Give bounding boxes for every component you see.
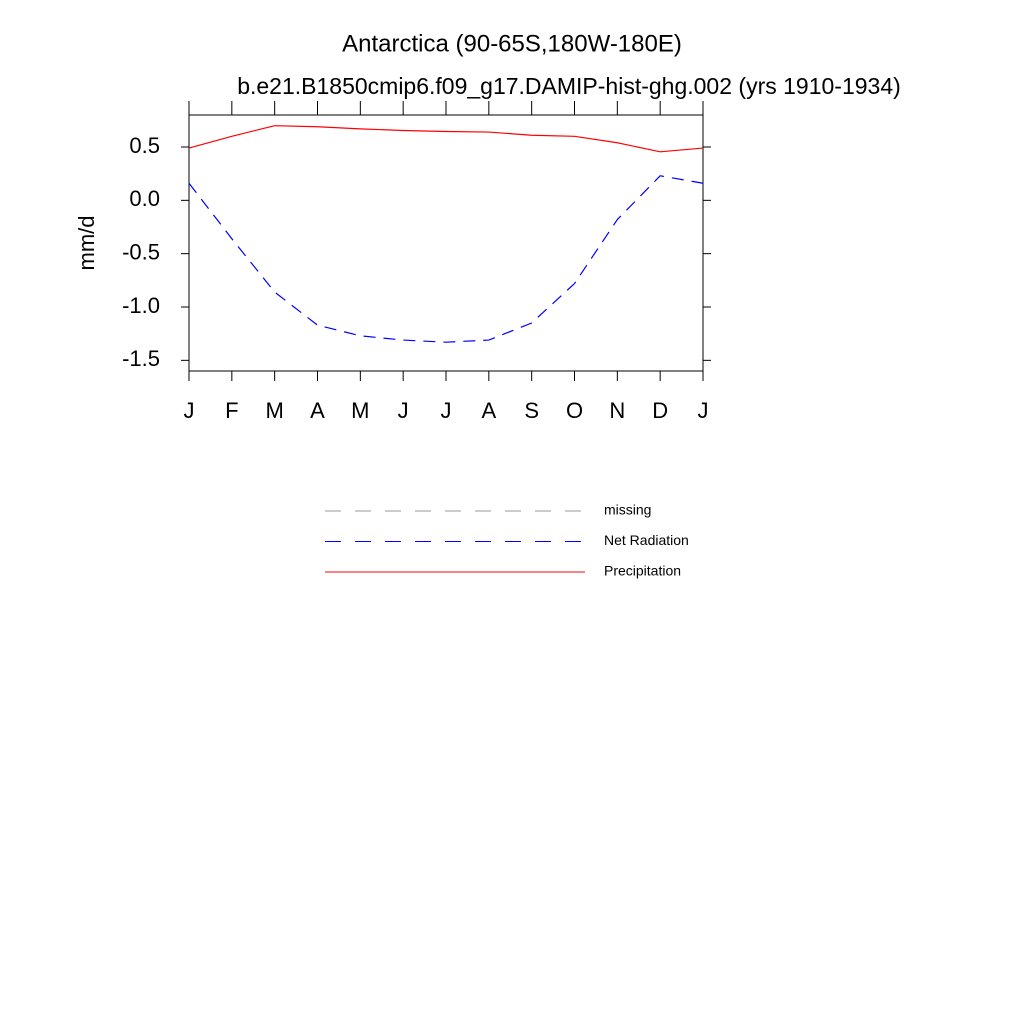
chart-title: Antarctica (90-65S,180W-180E) <box>342 30 682 57</box>
y-tick-label: 0.5 <box>129 133 160 158</box>
x-tick-label: S <box>524 398 539 423</box>
x-tick-label: A <box>310 398 325 423</box>
y-tick-label: -0.5 <box>122 239 160 264</box>
x-tick-label: J <box>398 398 409 423</box>
plot-frame <box>188 114 704 372</box>
x-tick-label: F <box>225 398 238 423</box>
y-tick-label: -1.0 <box>122 293 160 318</box>
series-line <box>188 125 704 153</box>
x-tick-label: M <box>266 398 284 423</box>
x-tick-label: J <box>698 398 709 423</box>
chart-subtitle: b.e21.B1850cmip6.f09_g17.DAMIP-hist-ghg.… <box>237 73 901 99</box>
x-tick-label: O <box>566 398 583 423</box>
legend-label: Net Radiation <box>604 532 689 548</box>
x-tick-label: J <box>441 398 452 423</box>
x-tick-label: D <box>652 398 668 423</box>
x-tick-label: M <box>351 398 369 423</box>
x-tick-label: N <box>609 398 625 423</box>
x-tick-label: J <box>184 398 195 423</box>
legend-label: missing <box>604 502 651 518</box>
y-axis-label: mm/d <box>74 216 99 271</box>
y-tick-label: 0.0 <box>129 186 160 211</box>
legend-label: Precipitation <box>604 563 681 579</box>
y-tick-label: -1.5 <box>122 346 160 371</box>
x-tick-label: A <box>481 398 496 423</box>
series-line <box>188 175 704 343</box>
